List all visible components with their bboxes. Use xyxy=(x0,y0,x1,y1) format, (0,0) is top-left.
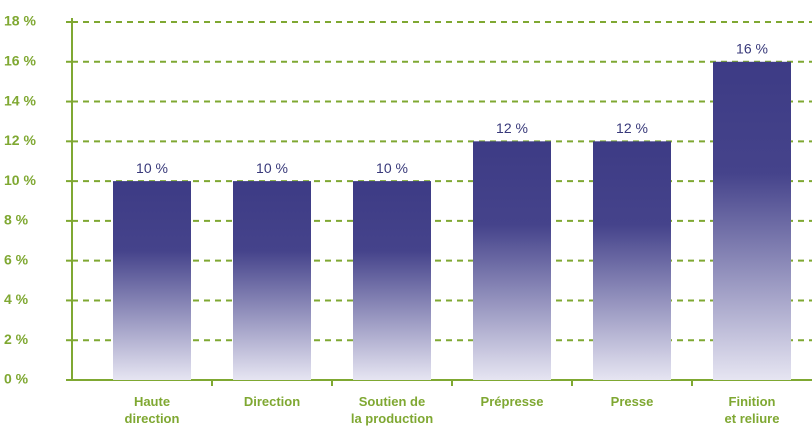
x-tick-label: Soutien de la production xyxy=(351,394,433,426)
value-label: 10 % xyxy=(136,160,168,176)
y-tick-label: 12 % xyxy=(4,132,36,148)
bar xyxy=(113,181,191,380)
value-label: 12 % xyxy=(496,120,528,136)
bar xyxy=(593,141,671,380)
bar xyxy=(353,181,431,380)
x-tick-label-line: Finition xyxy=(729,394,776,409)
x-tick-label: Finition et reliure xyxy=(725,394,780,426)
y-tick-label: 0 % xyxy=(4,371,29,387)
x-tick-label-line: Prépresse xyxy=(481,394,544,409)
x-tick-label-line: Soutien de xyxy=(359,394,425,409)
y-tick-label: 14 % xyxy=(4,92,36,108)
value-label: 16 % xyxy=(736,40,768,56)
x-tick-label-line: et reliure xyxy=(725,411,780,426)
y-tick-label: 2 % xyxy=(4,331,29,347)
value-label: 10 % xyxy=(256,160,288,176)
value-label: 10 % xyxy=(376,160,408,176)
y-tick-label: 16 % xyxy=(4,52,36,68)
x-tick-label: Prépresse xyxy=(481,394,544,409)
y-tick-label: 6 % xyxy=(4,251,29,267)
x-tick-label: Presse xyxy=(611,394,654,409)
x-tick-label: Direction xyxy=(244,394,300,409)
bar xyxy=(473,141,551,380)
x-tick-label-line: Direction xyxy=(244,394,300,409)
y-tick-label: 8 % xyxy=(4,212,29,228)
x-tick-label-line: la production xyxy=(351,411,433,426)
x-tick-label-line: direction xyxy=(125,411,180,426)
value-label: 12 % xyxy=(616,120,648,136)
x-tick-label-line: Haute xyxy=(134,394,170,409)
bar xyxy=(233,181,311,380)
x-tick-label: Haute direction xyxy=(125,394,180,426)
y-tick-label: 10 % xyxy=(4,172,36,188)
y-tick-label: 18 % xyxy=(4,13,36,29)
x-tick-label-line: Presse xyxy=(611,394,654,409)
y-tick-label: 4 % xyxy=(4,291,29,307)
bar xyxy=(713,61,791,381)
